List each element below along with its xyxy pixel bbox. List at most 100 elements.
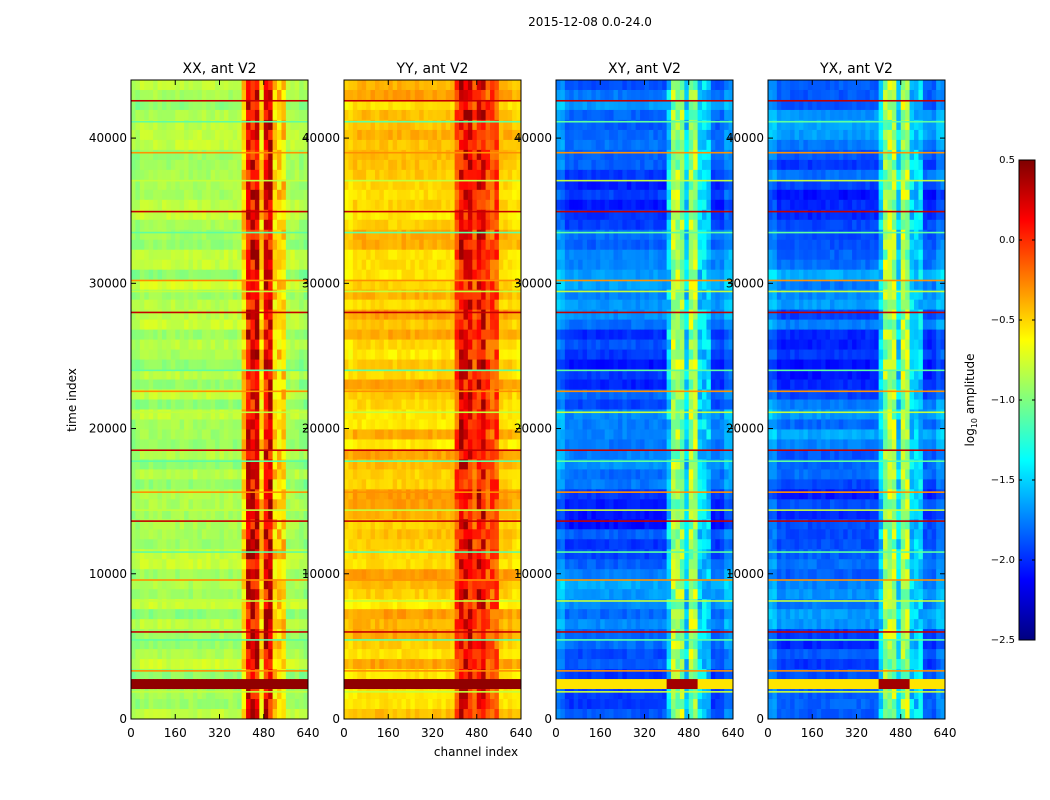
heatmap-cell xyxy=(436,179,442,191)
heatmap-cell xyxy=(215,119,221,131)
heatmap-cell xyxy=(303,129,308,141)
heatmap-cell xyxy=(459,299,465,311)
heatmap-cell xyxy=(467,619,473,630)
heatmap-cell xyxy=(232,149,238,161)
heatmap-cell xyxy=(259,509,265,520)
heatmap-cell xyxy=(237,709,243,719)
heatmap-cell xyxy=(179,359,185,371)
heatmap-cell xyxy=(157,469,163,480)
heatmap-cell xyxy=(348,659,354,670)
heatmap-cell xyxy=(144,379,150,391)
heatmap-cell xyxy=(432,659,438,670)
heatmap-cell xyxy=(272,279,278,291)
heatmap-cell xyxy=(344,169,350,181)
heatmap-cell xyxy=(419,429,425,441)
heatmap-cell xyxy=(366,659,372,670)
heatmap-cell xyxy=(388,379,394,391)
rfi-stripe xyxy=(131,411,308,414)
heatmap-cell xyxy=(423,509,429,520)
heatmap-cell xyxy=(272,339,278,351)
heatmap-cell xyxy=(294,199,300,211)
heatmap-cell xyxy=(192,169,198,181)
heatmap-cell xyxy=(463,589,469,600)
heatmap-cell xyxy=(401,559,407,570)
heatmap-cell xyxy=(303,589,308,600)
heatmap-cell xyxy=(512,619,518,630)
heatmap-cell xyxy=(503,249,509,261)
heatmap-cell xyxy=(388,309,394,321)
heatmap-cell xyxy=(277,119,283,131)
heatmap-cell xyxy=(485,189,491,201)
heatmap-cell xyxy=(144,259,150,271)
heatmap-cell xyxy=(494,379,500,391)
heatmap-cell xyxy=(498,179,504,191)
heatmap-cell xyxy=(210,679,216,690)
heatmap-cell xyxy=(223,239,229,251)
heatmap-cell xyxy=(135,379,141,391)
heatmap-cell xyxy=(374,329,380,341)
heatmap-cell xyxy=(383,209,389,221)
heatmap-cell xyxy=(445,80,451,91)
heatmap-cell xyxy=(241,389,247,401)
heatmap-cell xyxy=(463,199,469,211)
heatmap-cell xyxy=(290,569,296,580)
heatmap-cell xyxy=(459,279,465,291)
heatmap-cell xyxy=(210,369,216,381)
heatmap-cell xyxy=(170,109,176,121)
heatmap-cell xyxy=(210,709,216,719)
heatmap-cell xyxy=(503,439,509,451)
heatmap-cell xyxy=(379,129,385,141)
heatmap-cell xyxy=(166,569,172,580)
heatmap-cell xyxy=(392,449,398,460)
heatmap-cell xyxy=(344,239,350,251)
heatmap-cell xyxy=(361,569,367,580)
heatmap-cell xyxy=(246,359,252,371)
heatmap-cell xyxy=(361,429,367,441)
heatmap-cell xyxy=(498,299,504,311)
heatmap-cell xyxy=(507,569,513,580)
heatmap-cell xyxy=(241,539,247,550)
heatmap-cell xyxy=(148,89,154,101)
heatmap-cell xyxy=(144,629,150,640)
heatmap-cell xyxy=(445,199,451,211)
heatmap-cell xyxy=(357,439,363,451)
heatmap-cell xyxy=(290,399,296,411)
heatmap-cell xyxy=(490,289,496,301)
heatmap-cell xyxy=(139,389,145,401)
heatmap-cell xyxy=(352,239,358,251)
heatmap-cell xyxy=(472,459,478,470)
heatmap-cell xyxy=(272,639,278,650)
heatmap-cell xyxy=(259,289,265,301)
heatmap-cell xyxy=(481,579,487,590)
heatmap-cell xyxy=(516,269,521,281)
heatmap-cell xyxy=(259,99,265,111)
heatmap-cell xyxy=(432,479,438,490)
heatmap-cell xyxy=(388,179,394,191)
heatmap-cell xyxy=(259,399,265,411)
heatmap-cell xyxy=(441,449,447,460)
heatmap-cell xyxy=(516,579,521,590)
heatmap-cell xyxy=(153,589,159,600)
heatmap-cell xyxy=(223,329,229,341)
heatmap-cell xyxy=(131,339,137,351)
heatmap-cell xyxy=(285,709,291,719)
heatmap-cell xyxy=(148,669,154,680)
heatmap-cell xyxy=(184,469,190,480)
heatmap-cell xyxy=(254,649,260,660)
heatmap-cell xyxy=(303,119,308,131)
heatmap-cell xyxy=(454,119,460,131)
heatmap-cell xyxy=(512,659,518,670)
heatmap-cell xyxy=(277,489,283,500)
heatmap-cell xyxy=(485,369,491,381)
heatmap-cell xyxy=(246,569,252,580)
heatmap-cell xyxy=(192,399,198,411)
heatmap-cell xyxy=(259,499,265,510)
heatmap-cell xyxy=(161,669,167,680)
heatmap-cell xyxy=(397,429,403,441)
heatmap-cell xyxy=(219,709,225,719)
heatmap-cell xyxy=(157,249,163,261)
heatmap-cell xyxy=(272,209,278,221)
heatmap-cell xyxy=(401,279,407,291)
heatmap-cell xyxy=(454,389,460,401)
heatmap-cell xyxy=(485,109,491,121)
